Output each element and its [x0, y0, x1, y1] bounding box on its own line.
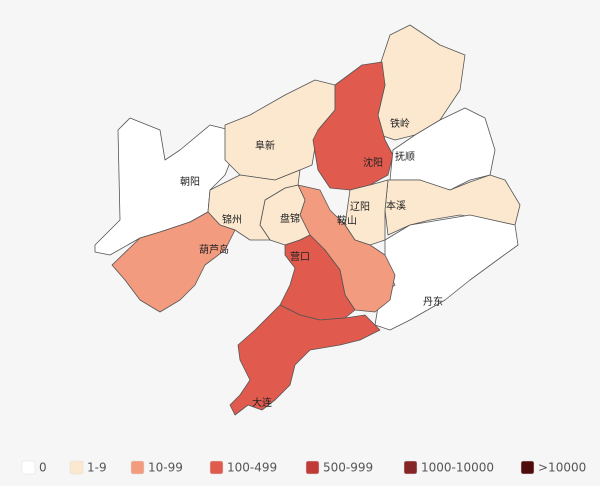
- legend-swatch[interactable]: [520, 460, 535, 475]
- region-label: 鞍山: [337, 214, 357, 227]
- legend: 0 1-9 10-99 100-499 500-999 1000-10000 >10000: [21, 460, 586, 475]
- region-label: 丹东: [423, 295, 443, 308]
- regions: [94, 24, 521, 416]
- region-label: 营口: [290, 250, 310, 263]
- region-label: 本溪: [386, 199, 406, 212]
- legend-label[interactable]: 1000-10000: [421, 461, 494, 475]
- region-label: 锦州: [222, 213, 242, 226]
- region-label: 抚顺: [395, 151, 415, 163]
- region-label: 沈阳: [363, 156, 383, 169]
- legend-label[interactable]: 10-99: [148, 461, 183, 475]
- legend-label[interactable]: 0: [39, 461, 47, 475]
- region-label: 阜新: [255, 139, 275, 152]
- region-label: 铁岭: [390, 117, 410, 130]
- legend-swatch[interactable]: [21, 460, 36, 475]
- legend-label[interactable]: >10000: [538, 461, 586, 475]
- legend-label[interactable]: 500-999: [323, 461, 373, 475]
- legend-swatch[interactable]: [130, 460, 145, 475]
- region-label: 盘锦: [280, 212, 300, 225]
- legend-label[interactable]: 100-499: [227, 461, 277, 475]
- legend-swatch[interactable]: [69, 460, 84, 475]
- legend-swatch[interactable]: [305, 460, 320, 475]
- legend-swatch[interactable]: [209, 460, 224, 475]
- region-label: 辽阳: [350, 201, 370, 213]
- region-labels: 朝阳 阜新 铁岭 沈阳 抚顺 本溪 丹东 辽阳 鞍山 盘锦 锦州 葫芦岛 营口 …: [180, 117, 443, 409]
- region-label: 葫芦岛: [199, 243, 229, 256]
- region[interactable]: [111, 211, 236, 313]
- region[interactable]: [229, 304, 381, 416]
- region-label: 大连: [252, 396, 272, 409]
- legend-label[interactable]: 1-9: [87, 461, 107, 475]
- region-label: 朝阳: [180, 176, 200, 188]
- region[interactable]: [312, 61, 394, 191]
- legend-swatch[interactable]: [403, 460, 418, 475]
